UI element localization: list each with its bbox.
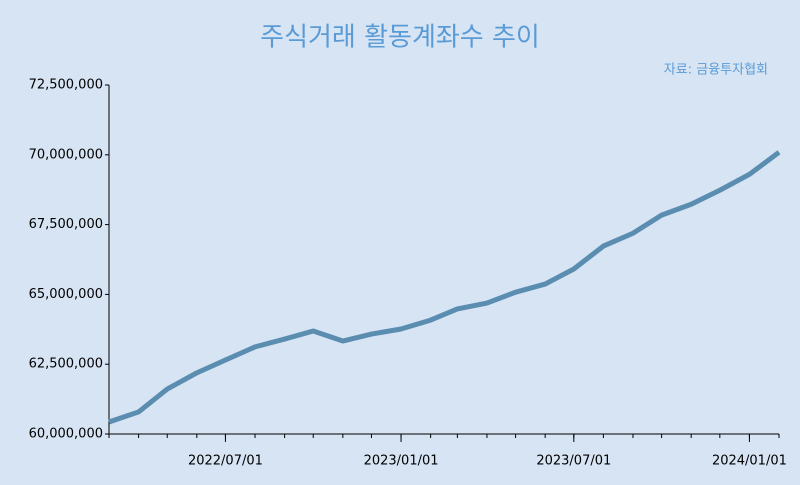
y-tick-label: 67,500,000 bbox=[29, 217, 103, 232]
x-tick-label: 2023/07/01 bbox=[536, 454, 611, 469]
y-tick-label: 65,000,000 bbox=[29, 287, 103, 302]
source: 자료: 금융투자협회 bbox=[664, 63, 768, 78]
y-tick-label: 72,500,000 bbox=[29, 78, 103, 93]
line bbox=[108, 150, 781, 425]
x-tick-label: 2023/01/01 bbox=[364, 454, 439, 469]
x-tick-label: 2024/01/01 bbox=[712, 454, 787, 469]
chart-title: 주식거래 활동계좌수 추이 bbox=[260, 23, 540, 53]
y-tick-label: 62,500,000 bbox=[29, 357, 103, 372]
x-tick-label: 2022/07/01 bbox=[188, 454, 263, 469]
y-tick-label: 60,000,000 bbox=[29, 427, 103, 442]
y-tick-label: 70,000,000 bbox=[29, 147, 103, 162]
